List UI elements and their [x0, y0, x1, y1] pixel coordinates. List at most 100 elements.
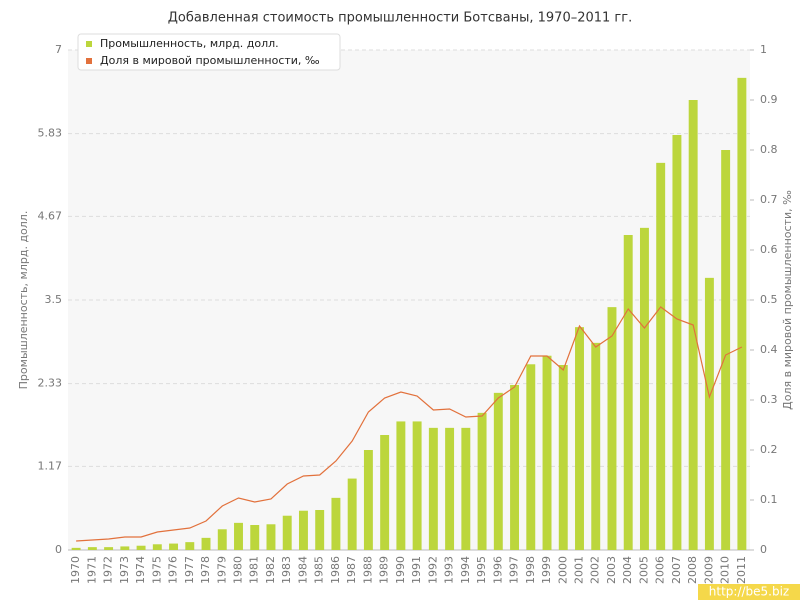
y2-tick-label: 0.3	[760, 393, 778, 406]
x-tick-label: 2002	[589, 556, 602, 584]
x-tick-label: 1974	[134, 556, 147, 584]
bar	[136, 545, 146, 550]
bar	[234, 522, 243, 550]
x-tick-label: 1996	[491, 556, 504, 584]
bar	[412, 421, 422, 550]
bar	[266, 524, 276, 550]
legend-label: Промышленность, млрд. долл.	[100, 37, 279, 50]
bar	[104, 547, 114, 550]
x-tick-label: 1999	[540, 556, 553, 584]
x-tick-label: 1977	[183, 556, 196, 584]
x-tick-label: 1984	[296, 556, 309, 584]
x-tick-label: 1978	[199, 556, 212, 584]
x-tick-label: 1972	[102, 556, 115, 584]
x-tick-label: 1971	[85, 556, 98, 584]
y2-tick-label: 0.2	[760, 443, 778, 456]
line	[76, 306, 743, 542]
x-tick-label: 1987	[345, 556, 358, 584]
y-tick-label: 4.67	[38, 209, 63, 222]
bar	[737, 77, 747, 550]
x-tick-label: 1975	[150, 556, 163, 584]
y2-tick-label: 0.5	[760, 293, 778, 306]
bar	[282, 515, 292, 550]
x-tick-label: 1980	[232, 556, 245, 584]
bar	[721, 150, 731, 550]
x-tick-label: 1970	[69, 556, 82, 584]
bar	[493, 392, 503, 550]
bar	[250, 525, 260, 550]
y-tick-label: 0	[55, 543, 62, 556]
legend-label: Доля в мировой промышленности, ‰	[100, 54, 320, 67]
y2-tick-label: 1	[760, 43, 767, 56]
y2-tick-label: 0.4	[760, 343, 778, 356]
y-tick-label: 3.5	[45, 293, 63, 306]
bar	[575, 327, 584, 550]
y-tick-label: 1.17	[38, 459, 63, 472]
x-tick-label: 2009	[702, 556, 715, 584]
bar	[298, 510, 308, 550]
x-tick-label: 2004	[621, 556, 634, 584]
bar	[428, 427, 438, 550]
bar	[591, 342, 601, 550]
y2-tick-label: 0.7	[760, 193, 778, 206]
x-tick-label: 2010	[719, 556, 732, 584]
bar	[201, 537, 211, 550]
x-tick-label: 1988	[361, 556, 374, 584]
bar	[461, 427, 471, 550]
x-tick-label: 2007	[670, 556, 683, 584]
y-tick-label: 7	[55, 43, 62, 56]
y2-tick-label: 0	[760, 543, 767, 556]
bar	[380, 435, 390, 550]
x-tick-label: 2005	[637, 556, 650, 584]
watermark: http://be5.biz	[709, 585, 789, 599]
x-tick-label: 1993	[443, 556, 456, 584]
bar	[623, 235, 633, 550]
x-tick-label: 1983	[280, 556, 293, 584]
bar	[656, 162, 666, 550]
y2-tick-label: 0.8	[760, 143, 778, 156]
x-tick-label: 1991	[410, 556, 423, 584]
x-tick-label: 2011	[735, 556, 748, 584]
y-tick-label: 5.83	[38, 127, 63, 140]
bar	[71, 547, 81, 550]
bar	[347, 478, 357, 550]
legend-swatch	[86, 41, 92, 47]
x-tick-label: 2001	[573, 556, 586, 584]
y2-tick-label: 0.6	[760, 243, 778, 256]
x-tick-label: 1982	[264, 556, 277, 584]
bar	[672, 135, 682, 550]
bar	[120, 546, 130, 550]
bar	[558, 365, 568, 550]
x-tick-label: 1990	[394, 556, 407, 584]
legend: Промышленность, млрд. долл. Доля в мирово…	[77, 33, 341, 71]
x-tick-label: 2006	[654, 556, 667, 584]
bar	[169, 543, 179, 550]
x-tick-label: 1973	[118, 556, 131, 584]
bar	[87, 547, 97, 550]
x-tick-label: 1992	[426, 556, 439, 584]
x-tick-label: 1998	[524, 556, 537, 584]
legend-swatch	[86, 58, 92, 64]
bar	[331, 497, 341, 550]
y2-tick-label: 0.1	[760, 493, 778, 506]
x-tick-label: 1976	[167, 556, 180, 584]
x-tick-label: 1989	[378, 556, 391, 584]
legend-box	[77, 33, 341, 71]
bar	[152, 544, 162, 550]
bar	[477, 412, 487, 550]
x-tick-label: 2008	[686, 556, 699, 584]
bar	[363, 450, 373, 550]
watermark-bg	[698, 584, 800, 600]
bar	[315, 510, 325, 550]
x-tick-label: 1985	[313, 556, 326, 584]
bar	[185, 542, 195, 550]
y2-axis-label: Доля в мировой промышленности, ‰	[781, 190, 794, 410]
x-tick-label: 2003	[605, 556, 618, 584]
y2-tick-label: 0.9	[760, 93, 778, 106]
bar	[607, 307, 617, 550]
bar	[526, 364, 536, 550]
bar	[510, 385, 520, 550]
x-tick-label: 1981	[248, 556, 261, 584]
bar	[704, 277, 714, 550]
